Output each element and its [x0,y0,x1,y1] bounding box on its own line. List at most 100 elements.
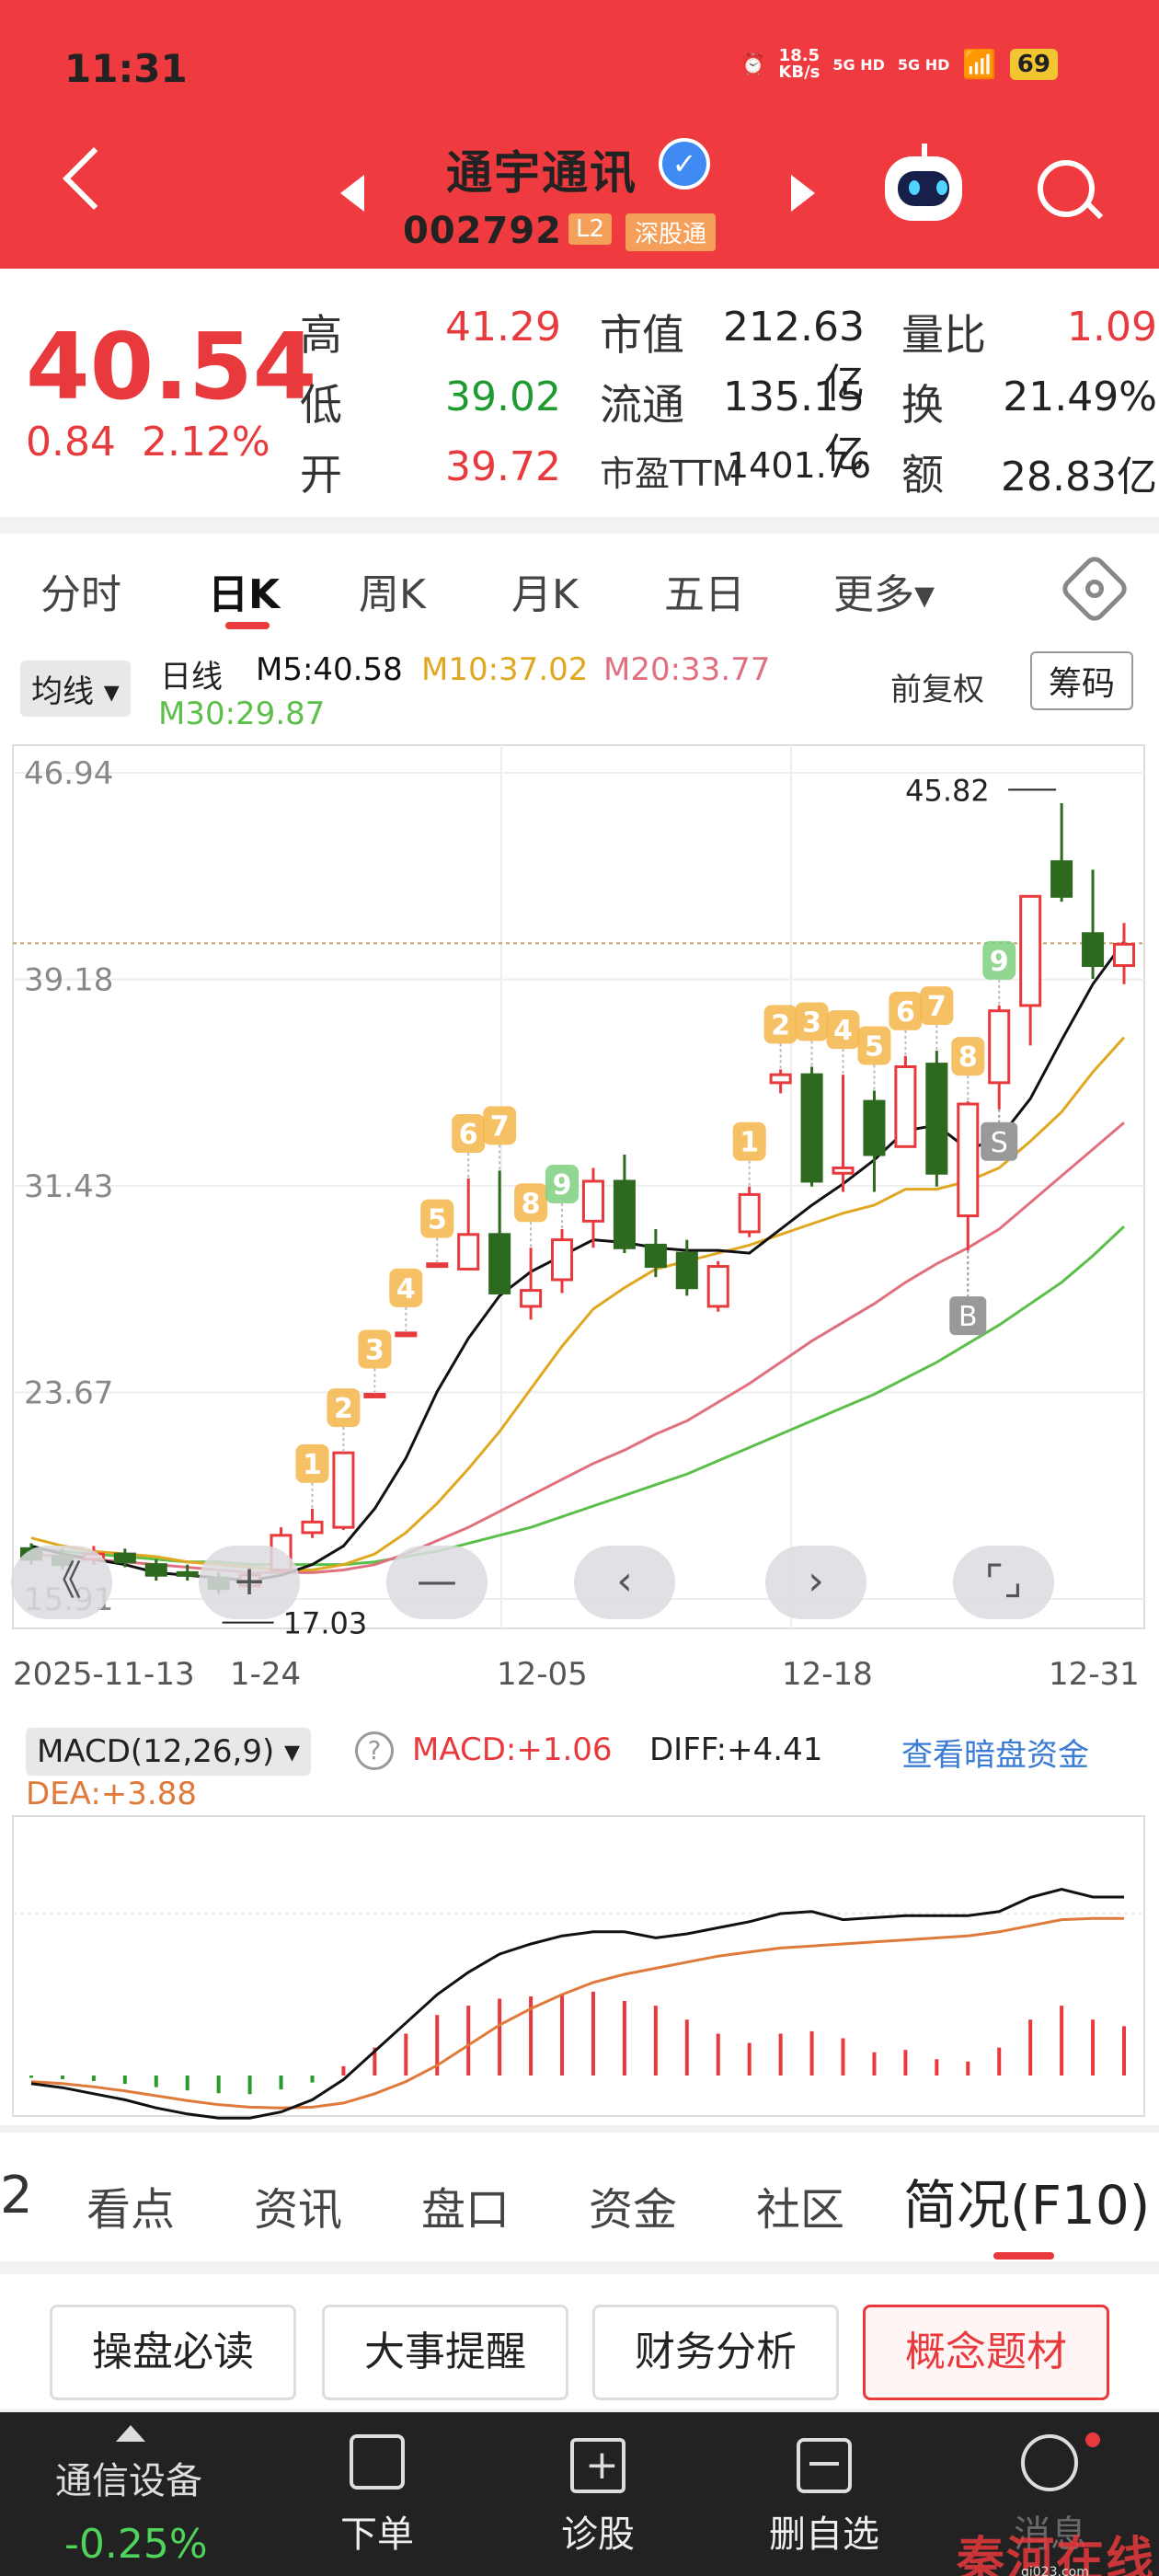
td-mark [857,1026,891,1065]
candle [1112,942,1136,968]
adjust-mode[interactable]: 前复权 [890,672,984,708]
candle [957,1102,980,1218]
kline-chart[interactable]: 46.9439.1831.4323.6715.91123456789123456… [0,727,1159,1647]
mcap-value: 212.63亿 [723,304,865,408]
ma-selector[interactable]: 均线 ▾ [20,661,131,717]
mcap-label: 市值 [600,310,684,360]
tab-monthly-k[interactable]: 月K [511,571,579,618]
td-label: 5 [865,1031,884,1064]
td-mark [389,1268,423,1307]
tab-news[interactable]: 资讯 [254,2184,343,2236]
candle [581,1179,604,1223]
scroll-right-button[interactable]: › [765,1546,866,1619]
legend-m5: M5:40.58 [256,651,403,688]
td-label: 2 [771,1009,790,1041]
dea-line [30,1916,1124,2110]
zoom-in-button[interactable]: + [199,1546,300,1619]
tab-highlights[interactable]: 看点 [86,2184,176,2236]
candle [1082,932,1105,968]
macd-selector[interactable]: MACD(12,26,9) ▾ [26,1728,312,1776]
vol-ratio-value: 1.09 [1067,304,1157,351]
td-mark [545,1165,580,1204]
x-tick-label: 1-24 [230,1656,302,1693]
tab-cut-off[interactable]: 2 [0,2166,33,2225]
search-icon[interactable] [1038,160,1095,217]
pe-value: 1401.76 [727,445,872,486]
td-label: 9 [990,946,1009,978]
candle [520,1289,543,1308]
x-tick-label: 12-05 [497,1656,588,1693]
help-icon[interactable]: ? [355,1731,394,1770]
chips-button[interactable]: 筹码 [1030,651,1134,710]
td-mark [295,1443,329,1483]
td-mark [514,1183,548,1223]
candle [832,1166,855,1175]
float-label: 流通 [600,380,684,430]
diagnose-icon[interactable] [570,2438,625,2493]
prev-stock-icon[interactable] [340,175,364,212]
td-label: 1 [740,1127,759,1159]
tab-orderbook[interactable]: 盘口 [421,2184,511,2236]
x-tick-label: 12-31 [1049,1656,1140,1693]
td-mark [920,986,954,1026]
y-tick: 46.94 [24,755,113,792]
zoom-out-fast-button[interactable]: 《 [11,1546,112,1619]
candle [332,1451,355,1529]
robot-assistant-icon[interactable] [885,144,962,221]
financials-button[interactable]: 财务分析 [592,2305,839,2400]
dea-value: DEA:+3.88 [26,1776,197,1812]
tab-funds[interactable]: 资金 [589,2184,678,2236]
remove-watchlist-icon[interactable] [797,2438,852,2493]
nav-remove-watchlist[interactable]: 删自选 [769,2513,879,2556]
info-tabs [0,2133,1159,2261]
next-stock-icon[interactable] [791,175,815,212]
vol-ratio-label: 量比 [901,310,986,360]
td-label: 6 [896,996,915,1029]
td-mark [483,1106,517,1145]
td-label: 8 [522,1188,541,1220]
quote-panel [0,269,1159,517]
price-change: 0.84 2.12% [26,419,270,466]
max-price-label: 45.82 [905,773,990,808]
nav-order[interactable]: 下单 [340,2513,414,2556]
sector-name[interactable]: 通信设备 [55,2460,202,2502]
high-value: 41.29 [445,304,561,351]
tab-profile[interactable]: 简况(F10) [903,2174,1151,2237]
signal-badge [949,1296,987,1336]
order-icon[interactable] [350,2434,405,2490]
amount-value: 28.83亿 [1001,454,1157,500]
y-tick: 31.43 [24,1168,113,1205]
concepts-button[interactable]: 概念题材 [863,2305,1109,2400]
y-tick: 39.18 [24,962,113,999]
robot-eye-right [936,180,947,195]
pe-label: 市盈TTM [600,454,742,494]
macd-value: MACD:+1.06 [412,1731,613,1768]
td-label: 2 [334,1393,353,1425]
x-tick-label: 2025-11-13 [13,1656,195,1693]
expand-icon[interactable] [116,2425,145,2442]
td-mark [420,1199,454,1238]
events-button[interactable]: 大事提醒 [322,2305,568,2400]
must-read-button[interactable]: 操盘必读 [50,2305,296,2400]
tab-weekly-k[interactable]: 周K [359,571,426,618]
fullscreen-button[interactable]: ⌜⌟ [953,1546,1054,1619]
scroll-left-button[interactable]: ‹ [574,1546,675,1619]
nav-message[interactable]: 消息 [1014,2513,1087,2556]
legend-m10: M10:37.02 [421,651,589,688]
tab-intraday[interactable]: 分时 [40,571,121,618]
candle [363,1392,386,1398]
menu-icon[interactable] [1021,2434,1078,2491]
nav-diagnose[interactable]: 诊股 [561,2513,635,2556]
open-label: 开 [300,450,342,500]
tab-community[interactable]: 社区 [756,2184,845,2236]
td-label: 9 [553,1169,572,1202]
dark-pool-link[interactable]: 查看暗盘资金 [901,1737,1089,1774]
candle [113,1552,136,1564]
signal-label: B [958,1301,978,1333]
tab-five-day[interactable]: 五日 [664,571,745,618]
info-tab-indicator [993,2252,1054,2260]
macd-chart [12,1815,1145,2120]
tab-daily-k[interactable]: 日K [208,571,281,618]
tab-more[interactable]: 更多▾ [833,571,935,618]
zoom-out-button[interactable]: — [386,1546,488,1619]
